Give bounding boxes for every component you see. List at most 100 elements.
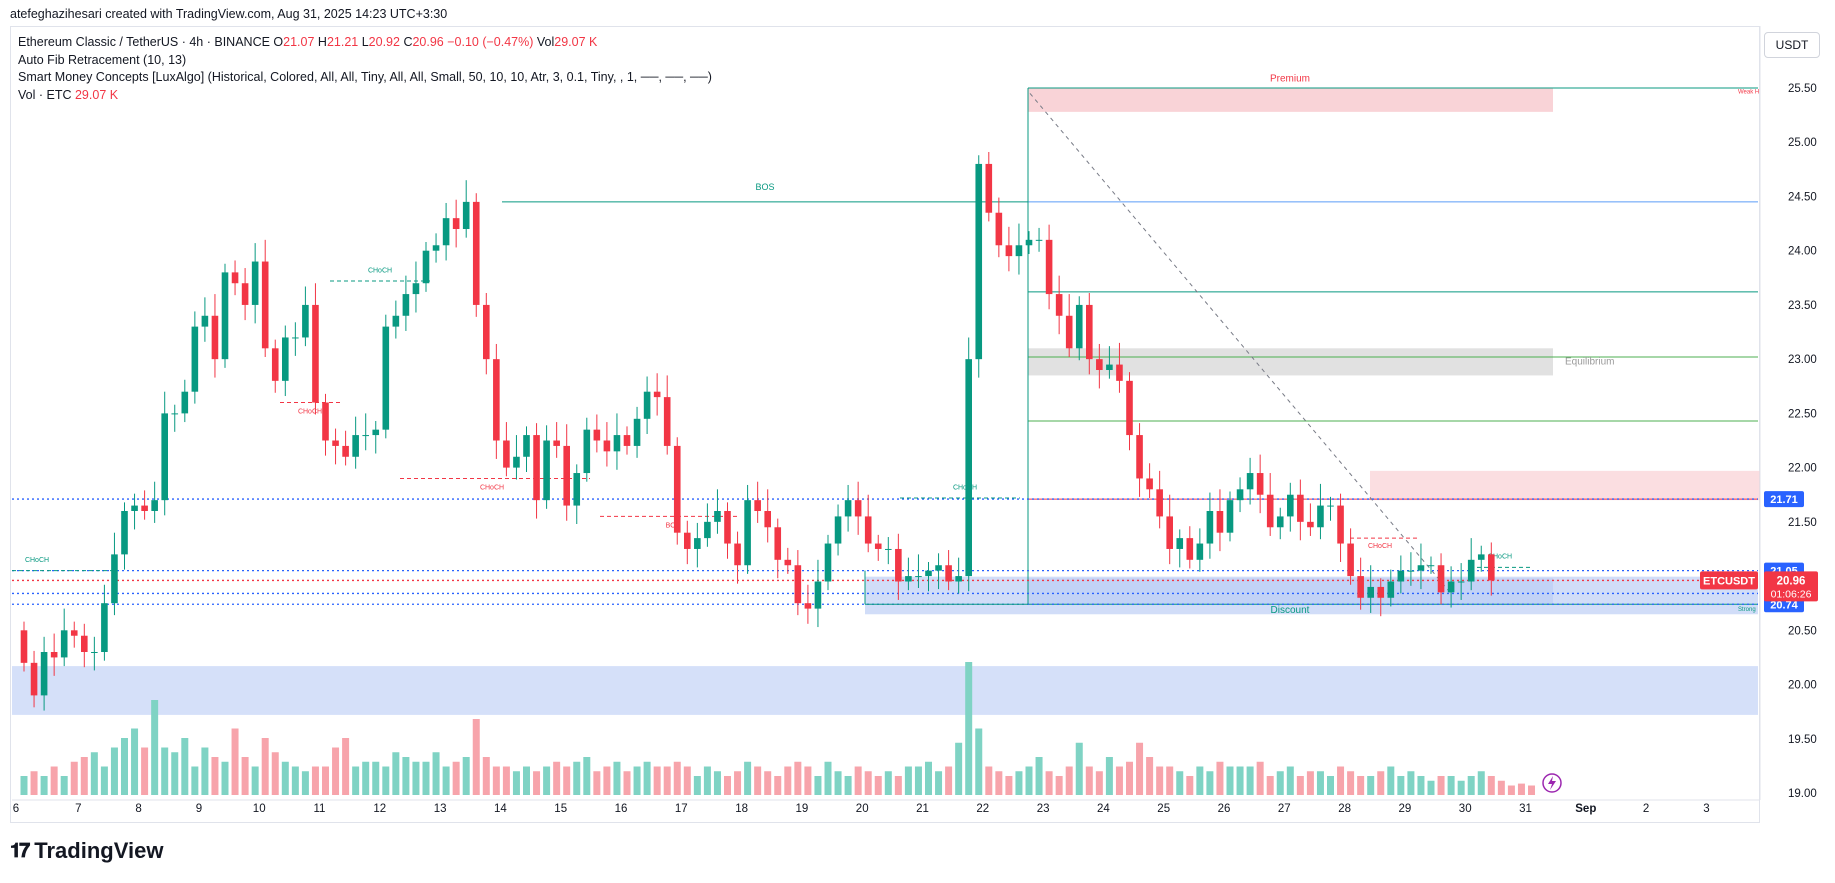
volume-bar (131, 728, 139, 795)
price-tag-21-71: 21.71 (1770, 494, 1798, 506)
candle-body (201, 315, 209, 327)
volume-bar (613, 761, 621, 795)
indicator-smc[interactable]: Smart Money Concepts [LuxAlgo] (Historic… (18, 70, 712, 84)
tradingview-logo[interactable]: 𝟏𝟕 TradingView (10, 838, 163, 864)
candle-body (1236, 489, 1244, 501)
candle-body (81, 635, 88, 652)
volume-bar (1377, 771, 1385, 795)
time-axis-tick: 13 (434, 803, 447, 815)
byline: atefeghazihesari created with TradingVie… (10, 7, 448, 21)
volume-bar (633, 766, 641, 795)
volume-bar (693, 776, 701, 795)
volume-bar (1236, 766, 1244, 795)
volume-bar (221, 761, 229, 795)
tradingview-logo-icon: 𝟏𝟕 (10, 839, 30, 862)
candle-body (1226, 500, 1234, 533)
volume-bar (1477, 771, 1485, 795)
candle-body (553, 440, 560, 446)
indicator-volume[interactable]: Vol · ETC 29.07 K (18, 87, 712, 105)
volume-bar (452, 761, 460, 795)
volume-bar (925, 761, 932, 795)
volume-bar (1226, 766, 1234, 795)
volume-bar (824, 761, 832, 795)
candle-body (945, 565, 952, 582)
candle-body (171, 413, 179, 415)
volume-bar (1276, 771, 1284, 795)
candle-body (1447, 581, 1455, 593)
volume-bar (904, 766, 912, 795)
discount-box-inner (1028, 578, 1553, 605)
volume-bar (1296, 776, 1304, 795)
candle-body (744, 500, 751, 566)
candle-body (895, 548, 902, 582)
volume-bar (1216, 761, 1224, 795)
volume-bar (754, 766, 762, 795)
indicator-volume-label: Vol · ETC (18, 87, 72, 102)
volume-bar (1306, 771, 1314, 795)
time-axis-tick: 16 (615, 803, 628, 815)
candle-body (734, 543, 741, 566)
price-axis-tick: 24.50 (1788, 191, 1817, 203)
volume-bar (50, 766, 58, 795)
volume-bar (553, 761, 561, 795)
candle-body (292, 337, 299, 339)
volume-bar (362, 761, 370, 795)
candle-body (1136, 435, 1143, 479)
volume-bar (211, 757, 219, 795)
candle-body (613, 435, 621, 452)
volume-bar (1105, 757, 1113, 795)
choch-label: CHoCH (368, 267, 392, 274)
volume-bar (181, 738, 189, 795)
volume-bar (100, 766, 108, 795)
volume-bar (784, 766, 792, 795)
candle-body (20, 630, 28, 663)
chart-legend: Ethereum Classic / TetherUS · 4h · BINAN… (18, 34, 712, 104)
volume-bar (231, 728, 239, 795)
volume-bar (703, 766, 711, 795)
volume-bar (985, 766, 993, 795)
price-axis-tick: 23.00 (1788, 354, 1817, 366)
volume-bar (854, 766, 862, 795)
volume-bar (191, 766, 199, 795)
candle-body (1407, 570, 1415, 572)
volume-bar (774, 776, 782, 795)
choch-label: CHoCH (953, 484, 977, 491)
indicator-fib[interactable]: Auto Fib Retracement (10, 13) (18, 52, 187, 67)
volume-bar (844, 776, 852, 795)
volume-bar (271, 752, 279, 795)
symbol-title[interactable]: Ethereum Classic / TetherUS · 4h · BINAN… (18, 35, 270, 49)
candle-body (975, 163, 983, 360)
volume-bar (502, 766, 510, 795)
candle-body (633, 418, 641, 446)
candle-body (935, 565, 942, 571)
volume-bar (1146, 757, 1154, 795)
fib-trend-line (1029, 93, 1451, 593)
bos-label: BOS (755, 182, 774, 192)
volume-bar (161, 747, 169, 795)
currency-selector[interactable]: USDT (1764, 32, 1820, 58)
candle-body (784, 559, 792, 566)
indicator-volume-value: 29.07 K (74, 87, 119, 102)
candle-body (754, 500, 761, 511)
time-axis-tick: 3 (1703, 803, 1709, 815)
countdown-tag: 01:06:26 (1771, 588, 1812, 600)
candle-body (663, 397, 671, 446)
candle-body (523, 435, 530, 457)
volume-label: Vol (536, 35, 555, 49)
candle-body (1025, 239, 1033, 246)
price-axis-tick: 19.00 (1788, 788, 1817, 800)
volume-bar (332, 747, 340, 795)
candle-body (1437, 565, 1445, 593)
tradingview-logo-text: TradingView (34, 838, 164, 863)
volume-bar (945, 766, 953, 795)
ohlc-close-label: C (403, 35, 413, 49)
candle-body (1116, 364, 1123, 381)
volume-bar (1427, 780, 1435, 795)
candle-body (704, 521, 711, 539)
volume-bar (322, 766, 329, 795)
volume-bar (653, 766, 661, 795)
volume-bar (794, 761, 802, 795)
price-axis-tick: 25.00 (1788, 137, 1817, 149)
volume-bar (713, 771, 721, 795)
